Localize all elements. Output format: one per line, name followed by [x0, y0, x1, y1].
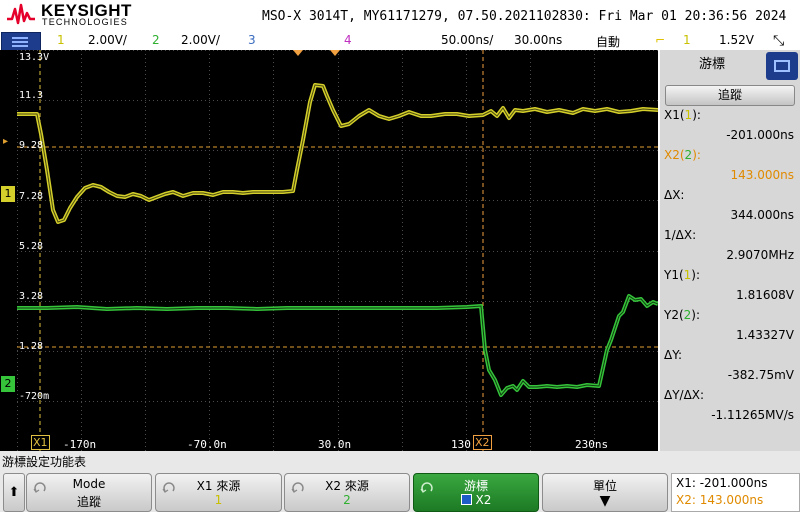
- ch1-scale[interactable]: 2.00V/: [88, 33, 127, 47]
- ch2-ground-marker[interactable]: 2: [1, 376, 15, 392]
- inverse-delta-x-value: 2.9070MHz: [726, 248, 794, 262]
- units-softkey[interactable]: 單位 ▼: [542, 473, 668, 512]
- timebase-scale[interactable]: 50.00ns/: [441, 33, 494, 47]
- entry-knob-icon: [162, 482, 175, 493]
- cursors-softkey-value-row: X2: [414, 493, 538, 507]
- ch2-waveform: [17, 294, 658, 397]
- y2-readout-value: 1.43327V: [736, 328, 794, 342]
- tab-cursors[interactable]: 游標: [660, 50, 764, 80]
- trigger-edge-icon: ⌐: [655, 33, 666, 47]
- mode-softkey[interactable]: Mode 追蹤: [26, 473, 152, 512]
- entry-knob-icon: [291, 482, 304, 493]
- x2-readout-value: 143.000ns: [730, 168, 794, 182]
- keysight-logo-icon: [7, 3, 35, 25]
- ch2-number[interactable]: 2: [152, 33, 160, 47]
- main-menu-icon[interactable]: [1, 32, 41, 51]
- brand-name: KEYSIGHT: [41, 1, 132, 20]
- ch1-ground-marker[interactable]: 1: [1, 186, 15, 202]
- y-tick-label: 13.3V: [19, 52, 50, 63]
- y-tick-label: -720m: [19, 391, 50, 402]
- y-tick-label: 7.28: [19, 191, 44, 202]
- x2-cursor-marker[interactable]: X2: [473, 435, 492, 450]
- ch2-waveform-core: [17, 295, 658, 396]
- y1-readout-label: Y1(1):: [664, 268, 701, 282]
- x1-source-softkey[interactable]: X1 來源 1: [155, 473, 282, 512]
- x-tick-label: -70.0n: [187, 438, 227, 451]
- y-tick-label: 1.28: [19, 341, 44, 352]
- ch1-waveform: [17, 83, 658, 224]
- panel-tab-icon[interactable]: [766, 52, 798, 80]
- y1-readout-value: 1.81608V: [736, 288, 794, 302]
- mode-softkey-value: 追蹤: [76, 495, 101, 509]
- cursors-softkey-label: 游標: [463, 479, 488, 493]
- ch4-number[interactable]: 4: [344, 33, 352, 47]
- waveform-display[interactable]: 13.3V 11.3 9.28 7.28 5.28 3.28 1.28 -720…: [17, 50, 658, 451]
- channel-status-bar: 1 2.00V/ 2 2.00V/ 3 4 50.00ns/ 30.00ns 自…: [0, 31, 800, 51]
- entry-knob-icon: [33, 482, 46, 493]
- title-bar: KEYSIGHT TECHNOLOGIES MSO-X 3014T, MY611…: [0, 0, 800, 31]
- x1-source-value: 1: [214, 493, 223, 507]
- x1-cursor-marker[interactable]: X1: [31, 435, 50, 450]
- checkbox-icon: [460, 494, 472, 505]
- y-tick-label: 3.28: [19, 291, 44, 302]
- delta-x-label: ΔX:: [664, 188, 685, 202]
- readout-x2: X2: 143.000ns: [676, 493, 764, 507]
- cursor-readout-box: X1: -201.000ns X2: 143.000ns: [671, 473, 800, 512]
- x2-source-label: X2 來源: [325, 479, 369, 493]
- ch2-scale[interactable]: 2.00V/: [181, 33, 220, 47]
- brand-subtitle: TECHNOLOGIES: [42, 17, 128, 27]
- entry-knob-icon: [420, 482, 433, 493]
- trigger-slope-icon[interactable]: ⤡: [773, 33, 785, 49]
- delta-x-value: 344.000ns: [730, 208, 794, 222]
- ch1-cursor-arrow-icon: ▸: [3, 136, 9, 147]
- mode-softkey-label: Mode: [72, 477, 106, 491]
- x-tick-label: -170n: [63, 438, 97, 451]
- cursors-softkey[interactable]: 游標 X2: [413, 473, 539, 512]
- ch3-number[interactable]: 3: [248, 33, 256, 47]
- ch1-number[interactable]: 1: [57, 33, 65, 47]
- softkey-menu-title: 游標設定功能表: [2, 455, 87, 469]
- cursors-softkey-value: X2: [475, 493, 492, 507]
- trigger-channel[interactable]: 1: [683, 33, 691, 47]
- x1-readout-value: -201.000ns: [726, 128, 794, 142]
- cursor-readout-panel: 游標 追蹤 X1(1): -201.000ns X2(2): 143.000ns…: [660, 50, 800, 451]
- delta-y-over-x-value: -1.11265MV/s: [711, 408, 794, 422]
- y2-readout-label: Y2(2):: [664, 308, 701, 322]
- y-tick-label: 11.3: [19, 90, 44, 101]
- x2-readout-label: X2(2):: [664, 148, 701, 162]
- delta-y-over-x-label: ΔY/ΔX:: [664, 388, 705, 402]
- readout-x1: X1: -201.000ns: [676, 476, 768, 490]
- delta-y-value: -382.75mV: [727, 368, 794, 382]
- trigger-position-icon: [293, 50, 303, 56]
- trigger-mode[interactable]: 自動: [596, 35, 621, 49]
- channel-offset-gutter: 1 2 ▸: [0, 50, 17, 451]
- x-tick-label: 30.0n: [318, 438, 352, 451]
- units-softkey-label: 單位: [592, 479, 617, 493]
- graticule-svg: [17, 50, 658, 451]
- y-tick-label: 5.28: [19, 241, 44, 252]
- x1-source-label: X1 來源: [196, 479, 241, 493]
- x1-readout-label: X1(1):: [664, 108, 701, 122]
- trigger-level[interactable]: 1.52V: [719, 33, 754, 47]
- x2-source-softkey[interactable]: X2 來源 2: [284, 473, 410, 512]
- track-button[interactable]: 追蹤: [665, 85, 795, 106]
- y-tick-label: 9.28: [19, 140, 44, 151]
- inverse-delta-x-label: 1/ΔX:: [664, 228, 697, 242]
- x-tick-label: 130: [451, 438, 471, 451]
- x-tick-label: 230ns: [575, 438, 609, 451]
- delay-position-icon: [330, 50, 340, 56]
- ch1-waveform-core: [17, 84, 658, 223]
- submenu-arrow-icon: ▼: [599, 493, 611, 509]
- x2-source-value: 2: [343, 493, 351, 507]
- delta-y-label: ΔY:: [664, 348, 682, 362]
- timebase-delay[interactable]: 30.00ns: [514, 33, 563, 47]
- menu-back-button[interactable]: ⬆: [3, 473, 25, 512]
- instrument-info: MSO-X 3014T, MY61171279, 07.50.202110283…: [262, 9, 787, 24]
